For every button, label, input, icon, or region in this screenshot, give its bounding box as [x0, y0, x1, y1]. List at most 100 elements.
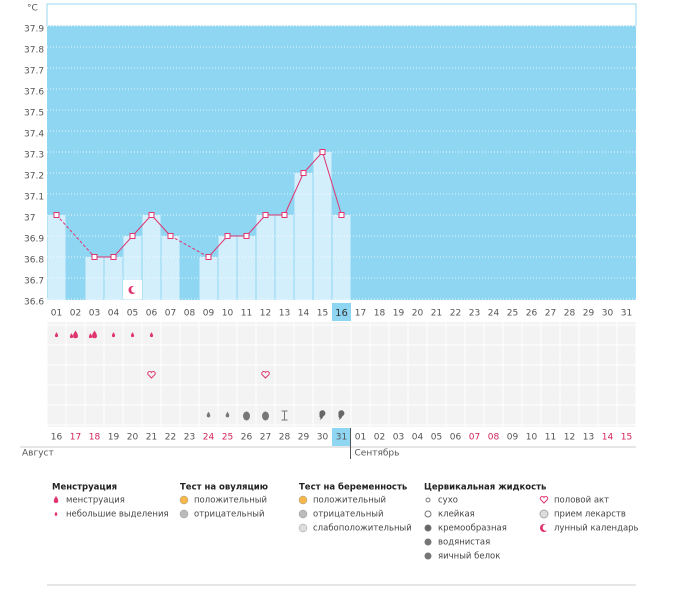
- temperature-bar: [256, 215, 275, 300]
- x-tick-label: 29: [583, 309, 595, 319]
- legend-item: положительный: [194, 496, 267, 506]
- date-label: 19: [108, 433, 120, 443]
- date-label: 11: [545, 433, 556, 443]
- date-label: 14: [602, 433, 614, 443]
- y-tick-label: 36.9: [24, 235, 44, 245]
- y-tick-label: 37.5: [24, 109, 44, 119]
- icon: [425, 497, 431, 503]
- x-tick-label: 07: [165, 309, 176, 319]
- icon: [149, 332, 154, 338]
- legend-item: половой акт: [554, 496, 609, 506]
- temperature-marker: [262, 212, 269, 218]
- legend-item: клейкая: [438, 510, 475, 520]
- temperature-marker: [110, 254, 117, 260]
- legend-item: яичный белок: [438, 552, 500, 562]
- x-tick-label: 10: [222, 309, 234, 319]
- legend-item: сухо: [438, 496, 458, 506]
- temperature-bar: [199, 257, 218, 300]
- date-label: 24: [203, 433, 215, 443]
- legend-item: положительный: [313, 496, 386, 506]
- x-tick-label: 01: [51, 309, 62, 319]
- x-tick-label: 27: [545, 309, 556, 319]
- date-label: 20: [127, 433, 139, 443]
- icon: [179, 495, 189, 505]
- x-tick-label: 24: [488, 309, 500, 319]
- icon: [88, 333, 93, 339]
- icon: [147, 371, 156, 379]
- x-tick-label: 19: [393, 309, 405, 319]
- y-tick-label: 37: [24, 214, 35, 224]
- temperature-marker: [281, 212, 288, 218]
- legend-title: Менструация: [52, 483, 117, 493]
- x-tick-label: 08: [184, 309, 196, 319]
- x-tick-label: 22: [450, 309, 461, 319]
- x-tick-label: 03: [89, 309, 100, 319]
- x-tick-label: 12: [260, 309, 271, 319]
- temperature-marker: [319, 149, 326, 155]
- y-tick-label: 37.7: [24, 67, 44, 77]
- gap-connector: [56, 214, 95, 258]
- y-tick-label: 37.6: [24, 88, 44, 98]
- month-label: Август: [22, 449, 54, 459]
- y-tick-label: 37.1: [24, 193, 44, 203]
- temperature-marker: [300, 170, 307, 176]
- x-tick-label: 05: [127, 309, 138, 319]
- temperature-marker: [129, 233, 136, 239]
- date-label: 06: [450, 433, 462, 443]
- temperature-bar: [313, 152, 332, 300]
- icon: [92, 330, 97, 339]
- current-day: [332, 303, 351, 321]
- y-tick-label: 37.4: [24, 130, 44, 140]
- x-tick-label: 18: [374, 309, 386, 319]
- legend-title: Цервикальная жидкость: [424, 483, 546, 493]
- icon: [262, 411, 269, 421]
- x-tick-label: 02: [70, 309, 81, 319]
- gap-connector: [170, 235, 209, 258]
- temperature-line: [208, 151, 342, 258]
- icon: [319, 410, 326, 420]
- x-tick-label: 11: [241, 309, 252, 319]
- icon: [54, 332, 59, 338]
- date-label: 31: [336, 433, 347, 443]
- x-tick-label: 04: [108, 309, 120, 319]
- date-label: 26: [241, 433, 253, 443]
- legend-item: отрицательный: [313, 510, 383, 520]
- x-tick-label: 09: [203, 309, 215, 319]
- legend-item: слабоположительный: [313, 524, 412, 534]
- legend-item: водянистая: [438, 538, 490, 548]
- date-label: 17: [70, 433, 81, 443]
- date-label: 22: [165, 433, 176, 443]
- date-label: 09: [507, 433, 519, 443]
- date-label: 12: [564, 433, 575, 443]
- temperature-bar: [142, 215, 161, 300]
- x-tick-label: 23: [469, 309, 480, 319]
- icon: [69, 333, 74, 339]
- temperature-bar: [161, 236, 180, 300]
- legend-item: отрицательный: [194, 510, 264, 520]
- icon: [539, 509, 549, 519]
- y-tick-label: 37.2: [24, 172, 44, 182]
- x-tick-label: 16: [335, 308, 348, 319]
- temperature-marker: [224, 233, 231, 239]
- y-tick-label: 36.8: [24, 256, 44, 266]
- x-tick-label: 13: [279, 309, 290, 319]
- x-tick-label: 14: [298, 309, 310, 319]
- date-label: 01: [355, 433, 366, 443]
- legend-item: прием лекарств: [554, 510, 626, 520]
- icon: [130, 332, 135, 338]
- x-tick-label: 31: [621, 309, 632, 319]
- date-label: 25: [222, 433, 233, 443]
- icon: [73, 330, 78, 339]
- date-label: 28: [279, 433, 291, 443]
- x-tick-label: 15: [317, 309, 328, 319]
- date-label: 15: [621, 433, 632, 443]
- icon: [298, 523, 308, 533]
- icon: [54, 511, 58, 516]
- icon: [131, 286, 138, 293]
- date-label: 18: [89, 433, 101, 443]
- icon: [53, 496, 59, 503]
- y-tick-label: 37.3: [24, 151, 44, 161]
- y-axis-title: °C: [27, 4, 38, 14]
- month-label: Сентябрь: [355, 449, 400, 459]
